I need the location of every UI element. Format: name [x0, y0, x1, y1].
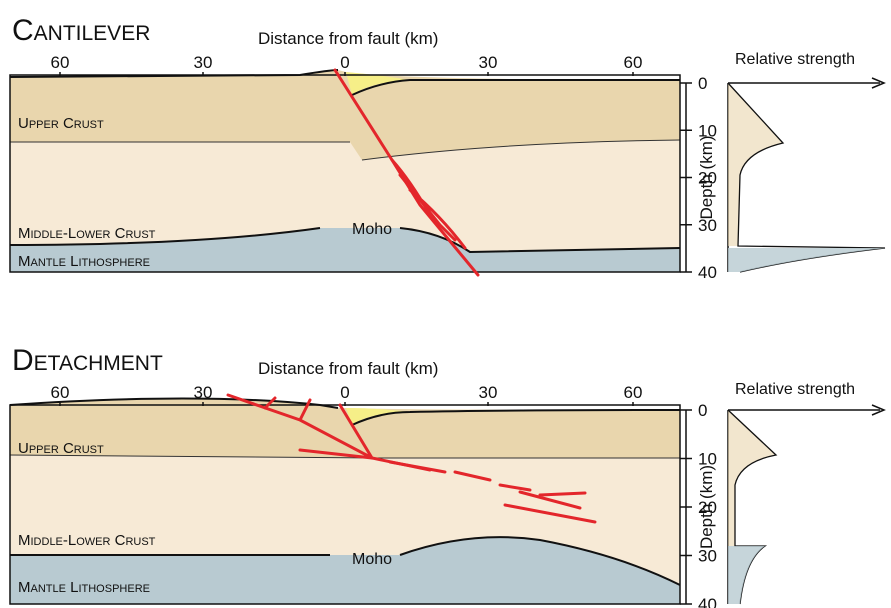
moho-label: Moho: [352, 221, 392, 238]
moho-label: Moho: [352, 551, 392, 568]
x-tick-label: 30: [194, 53, 213, 72]
x-axis-label: Distance from fault (km): [258, 29, 438, 48]
strength-label: Relative strength: [735, 381, 855, 398]
detachment-section: [10, 395, 884, 604]
layer-label: Mantle Lithosphere: [18, 579, 150, 596]
depth-tick-label: 0: [698, 401, 707, 420]
x-tick-label: 60: [51, 383, 70, 402]
panel-title: Cantilever: [12, 14, 150, 47]
x-tick-label: 60: [51, 53, 70, 72]
layer-label: Middle-Lower Crust: [18, 225, 156, 242]
x-tick-label: 30: [194, 383, 213, 402]
x-tick-label: 0: [340, 53, 349, 72]
x-axis-label: Distance from fault (km): [258, 359, 438, 378]
cantilever-section: [10, 70, 885, 275]
x-tick-label: 30: [479, 383, 498, 402]
layer-label: Upper Crust: [18, 115, 104, 132]
depth-axis-label: Depth (km): [697, 465, 716, 549]
x-tick-label: 60: [624, 383, 643, 402]
layer-label: Middle-Lower Crust: [18, 532, 156, 549]
diagram: Cantilever Distance from fault (km) 60 30 0 3…: [0, 0, 891, 608]
layer-label: Mantle Lithosphere: [18, 253, 150, 270]
x-tick-label: 0: [340, 383, 349, 402]
strength-label: Relative strength: [735, 51, 855, 68]
x-tick-label: 60: [624, 53, 643, 72]
depth-axis-label: Depth (km): [697, 135, 716, 219]
depth-tick-label: 0: [698, 74, 707, 93]
x-tick-label: 30: [479, 53, 498, 72]
depth-tick-label: 40: [698, 263, 717, 282]
panel-title: Detachment: [12, 344, 163, 377]
depth-tick-label: 40: [698, 595, 717, 608]
layer-label: Upper Crust: [18, 440, 104, 457]
